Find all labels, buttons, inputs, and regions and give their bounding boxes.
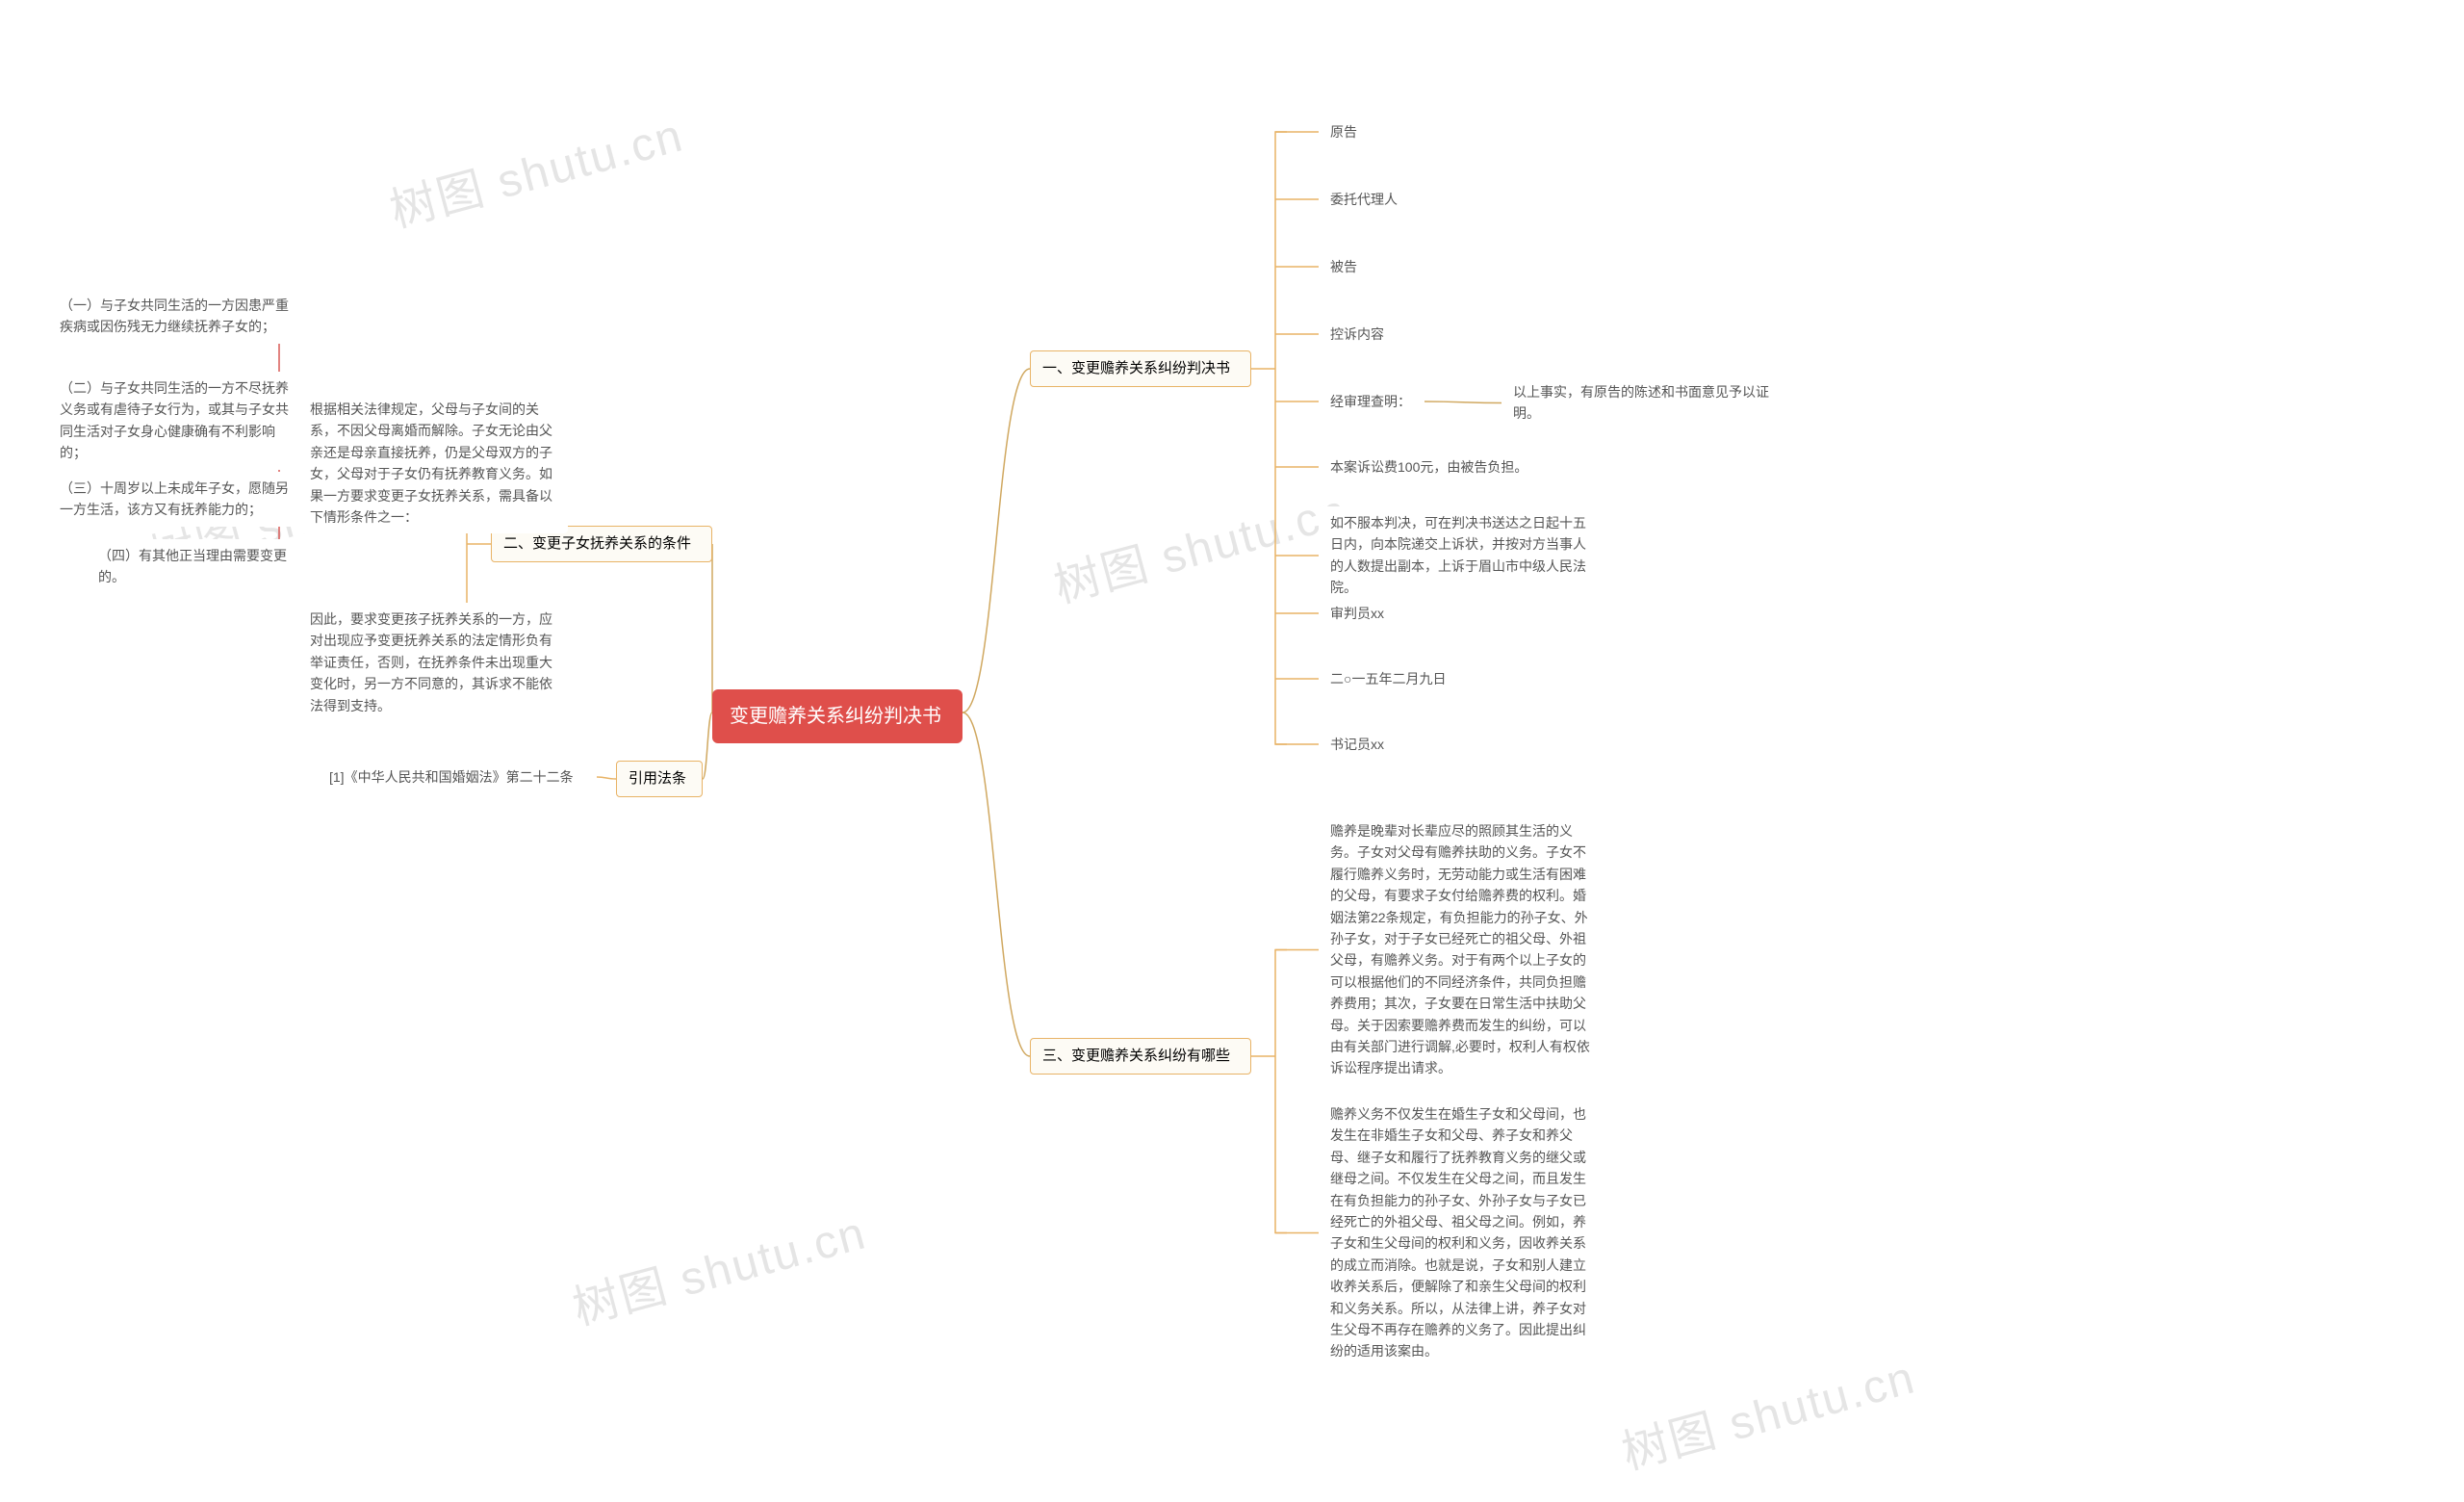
leaf-node[interactable]: 赡养是晚辈对长辈应尽的照顾其生活的义务。子女对父母有赡养扶助的义务。子女不履行赡… <box>1319 815 1607 1085</box>
leaf-node[interactable]: 委托代理人 <box>1319 183 1415 216</box>
leaf-node[interactable]: 被告 <box>1319 250 1376 283</box>
leaf-node[interactable]: 经审理查明： <box>1319 385 1424 418</box>
leaf-node[interactable]: （三）十周岁以上未成年子女，愿随另一方生活，该方又有抚养能力的； <box>48 472 308 527</box>
leaf-node[interactable]: 二○一五年二月九日 <box>1319 662 1473 695</box>
branch-node[interactable]: 一、变更赡养关系纠纷判决书 <box>1030 350 1251 387</box>
leaf-node[interactable]: 赡养义务不仅发生在婚生子女和父母间，也发生在非婚生子女和父母、养子女和养父母、继… <box>1319 1098 1607 1368</box>
leaf-node[interactable]: 原告 <box>1319 116 1376 148</box>
watermark: 树图 shutu.cn <box>564 1195 872 1338</box>
mindmap-root[interactable]: 变更赡养关系纠纷判决书 <box>712 689 962 743</box>
leaf-node[interactable]: 根据相关法律规定，父母与子女间的关系，不因父母离婚而解除。子女无论由父亲还是母亲… <box>298 393 568 533</box>
leaf-node[interactable]: 控诉内容 <box>1319 318 1405 350</box>
leaf-node[interactable]: 审判员xx <box>1319 597 1405 630</box>
leaf-node[interactable]: 本案诉讼费100元，由被告负担。 <box>1319 451 1559 483</box>
watermark: 树图 shutu.cn <box>1045 473 1353 616</box>
leaf-node[interactable]: 如不服本判决，可在判决书送达之日起十五日内，向本院递交上诉状，并按对方当事人的人… <box>1319 506 1598 605</box>
watermark: 树图 shutu.cn <box>381 97 689 241</box>
branch-node[interactable]: 引用法条 <box>616 761 703 797</box>
connector-layer <box>0 0 2464 1502</box>
leaf-node[interactable]: （四）有其他正当理由需要变更的。 <box>87 539 318 594</box>
leaf-node[interactable]: 书记员xx <box>1319 728 1405 761</box>
leaf-node[interactable]: [1]《中华人民共和国婚姻法》第二十二条 <box>318 761 597 793</box>
leaf-node[interactable]: 以上事实，有原告的陈述和书面意见予以证明。 <box>1502 376 1790 430</box>
leaf-node[interactable]: 因此，要求变更孩子抚养关系的一方，应对出现应予变更抚养关系的法定情形负有举证责任… <box>298 603 568 722</box>
watermark: 树图 shutu.cn <box>1613 1339 1921 1483</box>
leaf-node[interactable]: （二）与子女共同生活的一方不尽抚养义务或有虐待子女行为，或其与子女共同生活对子女… <box>48 372 308 470</box>
leaf-node[interactable]: （一）与子女共同生活的一方因患严重疾病或因伤残无力继续抚养子女的； <box>48 289 308 344</box>
branch-node[interactable]: 三、变更赡养关系纠纷有哪些 <box>1030 1038 1251 1075</box>
